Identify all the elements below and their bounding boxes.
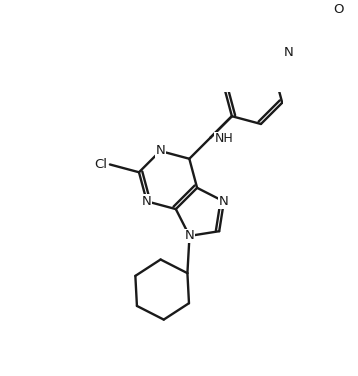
Text: N: N	[142, 195, 152, 208]
Text: N: N	[155, 144, 165, 158]
Text: N: N	[219, 195, 229, 208]
Text: NH: NH	[214, 132, 233, 146]
Text: Cl: Cl	[94, 158, 107, 171]
Text: N: N	[185, 229, 194, 243]
Text: O: O	[333, 3, 344, 16]
Text: N: N	[284, 46, 294, 59]
